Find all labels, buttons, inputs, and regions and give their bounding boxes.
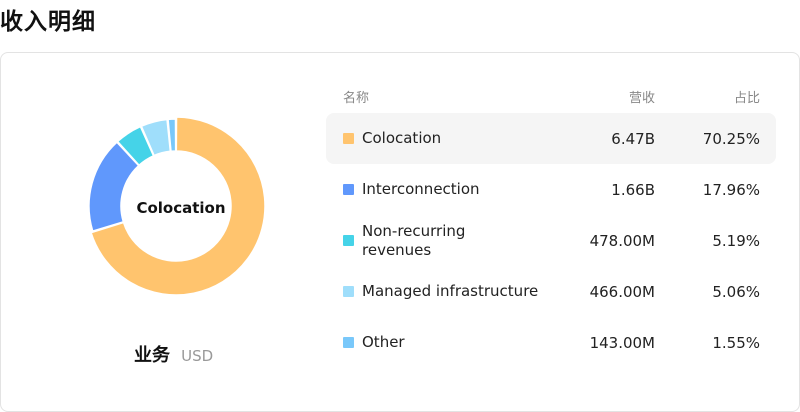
revenue-table: Colocation 6.47B 70.25% Interconnection … bbox=[326, 113, 776, 368]
header-name: 名称 bbox=[343, 91, 370, 106]
row-revenue: 143.00M bbox=[589, 334, 655, 352]
row-share: 5.06% bbox=[712, 283, 760, 301]
row-name: Interconnection bbox=[362, 180, 480, 198]
donut-chart[interactable]: Colocation bbox=[81, 111, 281, 311]
color-swatch bbox=[343, 286, 354, 297]
row-share: 70.25% bbox=[702, 130, 760, 148]
row-revenue: 1.66B bbox=[611, 181, 655, 199]
row-name: Non-recurring revenues bbox=[362, 222, 466, 259]
row-share: 5.19% bbox=[712, 232, 760, 250]
row-name: Managed infrastructure bbox=[362, 282, 539, 300]
header-revenue: 营收 bbox=[628, 91, 655, 106]
header-share: 占比 bbox=[733, 91, 760, 106]
row-name: Other bbox=[362, 333, 405, 351]
donut-slice[interactable] bbox=[167, 118, 177, 153]
segment-name: 业务 bbox=[134, 345, 170, 366]
row-share: 17.96% bbox=[702, 181, 760, 199]
color-swatch bbox=[343, 133, 354, 144]
row-revenue: 6.47B bbox=[611, 130, 655, 148]
table-row[interactable]: Non-recurring revenues 478.00M 5.19% bbox=[326, 215, 776, 266]
table-header: 名称 营收 占比 bbox=[326, 87, 776, 107]
revenue-breakdown-card: Colocation 业务 USD 名称 营收 占比 Colocation 6.… bbox=[0, 52, 800, 412]
table-row[interactable]: Colocation 6.47B 70.25% bbox=[326, 113, 776, 164]
table-row[interactable]: Interconnection 1.66B 17.96% bbox=[326, 164, 776, 215]
donut-slice[interactable] bbox=[90, 116, 266, 296]
color-swatch bbox=[343, 235, 354, 246]
row-name: Colocation bbox=[362, 129, 442, 147]
page-title: 收入明细 bbox=[0, 9, 96, 35]
row-share: 1.55% bbox=[712, 334, 760, 352]
color-swatch bbox=[343, 337, 354, 348]
segment-label: 业务 USD bbox=[134, 341, 213, 367]
donut-svg[interactable] bbox=[81, 111, 281, 311]
currency-unit: USD bbox=[181, 347, 214, 365]
table-row[interactable]: Managed infrastructure 466.00M 5.06% bbox=[326, 266, 776, 317]
row-revenue: 478.00M bbox=[589, 232, 655, 250]
donut-slice[interactable] bbox=[88, 141, 140, 233]
donut-center-label: Colocation bbox=[136, 199, 226, 217]
table-row[interactable]: Other 143.00M 1.55% bbox=[326, 317, 776, 368]
row-revenue: 466.00M bbox=[589, 283, 655, 301]
color-swatch bbox=[343, 184, 354, 195]
